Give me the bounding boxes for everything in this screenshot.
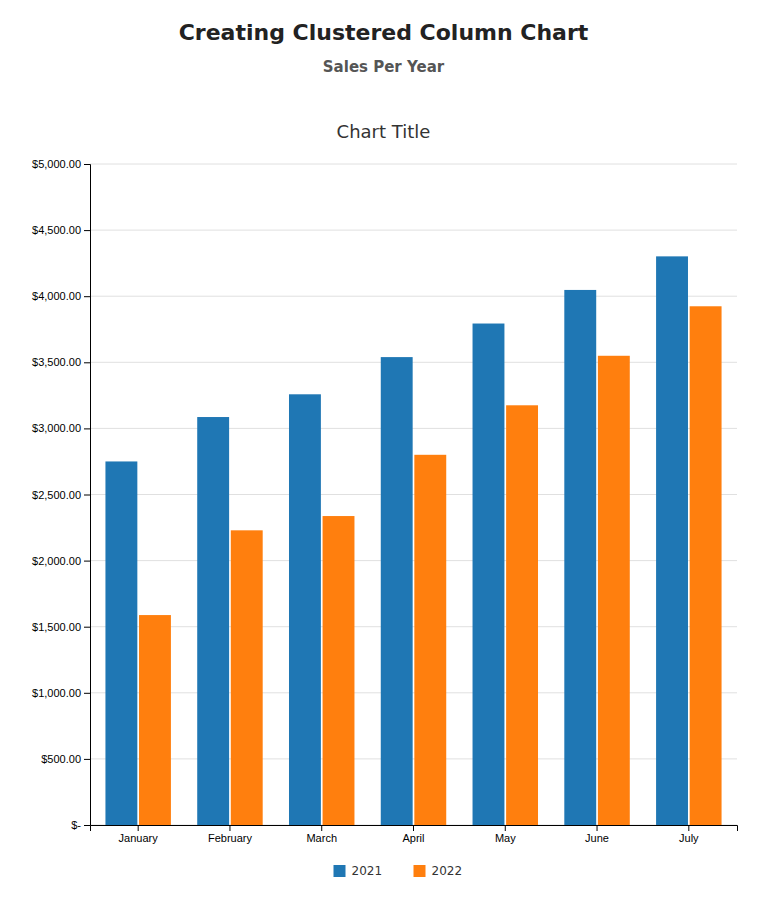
x-tick-label: July: [679, 832, 699, 844]
legend-label: 2021: [352, 864, 383, 878]
y-tick: $1,500.00: [32, 621, 90, 633]
y-tick: $4,000.00: [32, 290, 90, 302]
x-axis: January February March April May June July: [91, 825, 738, 844]
bar: [381, 357, 413, 825]
grid-line: [90, 296, 737, 297]
y-tick: $2,000.00: [32, 555, 90, 567]
chart-title: Chart Title: [337, 121, 431, 142]
y-tick: $500.00: [41, 753, 90, 765]
grid-line: [90, 758, 737, 759]
legend-swatch: [414, 865, 426, 877]
x-tick-mark: [413, 825, 414, 831]
grid-line: [90, 692, 737, 693]
bar: [690, 306, 722, 825]
grid-line: [90, 428, 737, 429]
y-tick: $-: [71, 819, 90, 831]
x-tick-mark: [138, 825, 139, 831]
x-tick: March: [306, 825, 337, 844]
x-tick-label: February: [208, 832, 253, 844]
bar: [598, 356, 630, 825]
grid-line: [90, 362, 737, 363]
bars: [105, 256, 721, 825]
y-tick-label: $3,500.00: [32, 356, 81, 368]
plot-area: $- $500.00 $1,000.00 $1,500.00 $2,000.00 $2,5…: [32, 158, 737, 844]
y-tick-label: $-: [71, 819, 81, 831]
x-tick-label: June: [585, 832, 609, 844]
grid: [90, 164, 737, 825]
y-tick: $1,000.00: [32, 687, 90, 699]
y-tick-label: $4,000.00: [32, 290, 81, 302]
bar-series: [139, 306, 722, 825]
y-tick-mark: [84, 627, 90, 628]
y-tick: $5,000.00: [32, 158, 90, 170]
x-axis-line: [91, 826, 738, 832]
y-tick-mark: [84, 296, 90, 297]
legend-swatch: [334, 865, 346, 877]
y-tick-mark: [84, 759, 90, 760]
legend: 2021 2022: [334, 864, 463, 878]
bar: [197, 417, 229, 825]
y-tick: $2,500.00: [32, 489, 90, 501]
y-tick-mark: [84, 164, 90, 165]
bar: [564, 290, 596, 825]
bar: [105, 461, 137, 825]
x-tick-label: January: [119, 832, 159, 844]
y-tick-mark: [84, 428, 90, 429]
y-tick-label: $3,000.00: [32, 422, 81, 434]
x-tick-label: April: [402, 832, 424, 844]
y-tick-mark: [84, 362, 90, 363]
x-tick-label: May: [495, 832, 516, 844]
x-tick: July: [679, 825, 699, 844]
bar: [506, 405, 538, 825]
bar: [231, 530, 263, 825]
y-tick-label: $4,500.00: [32, 224, 81, 236]
x-tick-mark: [229, 825, 230, 831]
annotation: Creating Clustered Column Chart: [179, 20, 589, 45]
legend-label: 2022: [432, 864, 463, 878]
bar: [473, 324, 505, 825]
bar: [139, 615, 171, 825]
x-tick: February: [208, 825, 253, 844]
y-tick-label: $1,000.00: [32, 687, 81, 699]
y-tick-label: $500.00: [41, 753, 81, 765]
y-tick-label: $5,000.00: [32, 158, 81, 170]
annotation: Sales Per Year: [323, 58, 445, 76]
x-tick: May: [495, 825, 516, 844]
x-tick-mark: [597, 825, 598, 831]
y-tick: $4,500.00: [32, 224, 90, 236]
y-tick-mark: [84, 693, 90, 694]
x-tick-label: March: [306, 832, 337, 844]
y-axis: $- $500.00 $1,000.00 $1,500.00 $2,000.00 $2,5…: [32, 158, 90, 831]
y-tick-label: $2,500.00: [32, 489, 81, 501]
bar-series: [105, 256, 688, 825]
y-tick: $3,000.00: [32, 422, 90, 434]
bar: [289, 394, 321, 825]
y-tick-mark: [84, 230, 90, 231]
grid-line: [90, 230, 737, 231]
bar: [323, 516, 355, 825]
bar: [414, 455, 446, 825]
x-tick-mark: [688, 825, 689, 831]
chart-svg: Creating Clustered Column Chart Sales Per…: [0, 0, 767, 915]
y-tick-label: $2,000.00: [32, 555, 81, 567]
x-tick-mark: [505, 825, 506, 831]
grid-line: [90, 164, 737, 165]
x-tick: June: [585, 825, 609, 844]
legend-item: 2021: [334, 864, 383, 878]
grid-line: [90, 626, 737, 627]
y-tick-label: $1,500.00: [32, 621, 81, 633]
y-tick: $3,500.00: [32, 356, 90, 368]
grid-line: [90, 560, 737, 561]
x-tick: January: [119, 825, 159, 844]
y-tick-mark: [84, 825, 90, 826]
grid-line: [90, 494, 737, 495]
legend-item: 2022: [414, 864, 463, 878]
y-tick-mark: [84, 495, 90, 496]
bar: [656, 256, 688, 825]
y-axis-line: [84, 165, 91, 826]
x-tick-mark: [321, 825, 322, 831]
y-tick-mark: [84, 561, 90, 562]
x-tick: April: [402, 825, 424, 844]
